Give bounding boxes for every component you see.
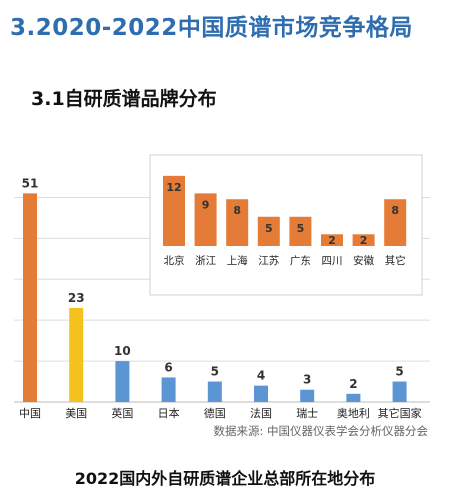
inset-bar (352, 234, 375, 246)
inset-bar (163, 175, 185, 246)
inset-data-label: 2 (328, 234, 336, 247)
inset-category-label: 浙江 (195, 255, 216, 267)
inset-category-label: 安徽 (353, 254, 374, 267)
inset-data-label: 8 (391, 204, 399, 217)
data-label: 10 (114, 344, 131, 358)
inset-category-label: 上海 (227, 254, 248, 267)
category-label: 其它国家 (378, 406, 422, 420)
data-label: 6 (164, 360, 172, 374)
bar (392, 381, 407, 402)
bottom-caption: 2022国内外自研质谱企业总部所在地分布 (74, 469, 376, 488)
inset-data-label: 2 (360, 234, 368, 247)
data-label: 5 (211, 365, 219, 379)
inset-category-label: 北京 (164, 254, 185, 267)
inset-data-label: 5 (265, 222, 273, 235)
category-label: 瑞士 (296, 406, 318, 420)
inset-bar (289, 216, 312, 246)
inset-data-label: 5 (297, 222, 305, 235)
bar (115, 361, 130, 402)
bar (161, 377, 176, 402)
bar (300, 389, 315, 402)
bar (69, 307, 84, 402)
section-title: 3.1自研质谱品牌分布 (31, 88, 217, 110)
inset-bar (226, 199, 249, 246)
inset-bar (194, 193, 217, 246)
category-label: 美国 (65, 407, 87, 420)
data-label: 3 (303, 373, 311, 387)
bar (23, 193, 37, 402)
inset-category-label: 四川 (322, 255, 343, 267)
inset-chart: 12 北京 9 浙江 8 上海 5 江苏 5 广东 2 四川 2 安徽 8 其它 (163, 175, 407, 267)
inset-category-label: 其它 (385, 254, 406, 267)
main-chart: 51 中国 23 美国 10 英国 6 日本 5 德国 4 法国 3 瑞士 2 奥地利 5 其它国家 (19, 176, 422, 420)
inset-bar (384, 199, 407, 246)
inset-data-label: 8 (233, 204, 241, 217)
data-label: 2 (349, 377, 357, 391)
category-label: 奥地利 (337, 406, 370, 420)
category-label: 法国 (250, 406, 272, 420)
inset-bar (257, 216, 280, 246)
inset-bar (321, 234, 343, 246)
source-note: 数据来源: 中国仪器仪表学会分析仪器分会 (213, 424, 428, 438)
data-label: 4 (257, 369, 265, 383)
inset-category-label: 江苏 (258, 254, 279, 267)
bar (346, 393, 361, 402)
data-label: 23 (68, 291, 85, 305)
data-label: 51 (22, 176, 39, 190)
category-label: 德国 (204, 406, 226, 420)
inset-data-label: 9 (202, 198, 210, 211)
inset-chart-frame (149, 154, 423, 296)
category-label: 日本 (158, 406, 180, 420)
category-label: 中国 (19, 407, 41, 420)
bar (207, 381, 222, 402)
data-label: 5 (395, 365, 403, 379)
inset-category-label: 广东 (290, 254, 311, 267)
bar (254, 385, 268, 402)
category-label: 英国 (111, 406, 133, 420)
page-title: 3.2020-2022中国质谱市场竞争格局 (10, 15, 413, 41)
inset-data-label: 12 (166, 181, 181, 194)
